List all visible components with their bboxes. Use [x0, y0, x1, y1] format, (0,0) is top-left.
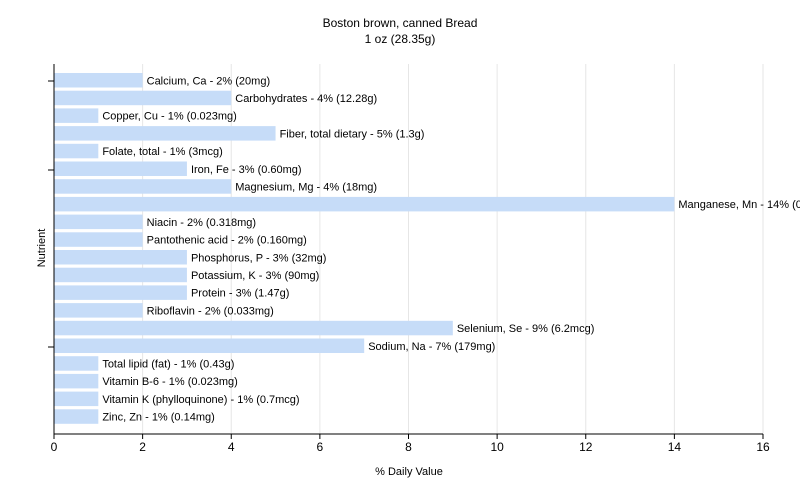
bar-label: Calcium, Ca - 2% (20mg) [147, 75, 270, 87]
bar-label: Manganese, Mn - 14% (0.289mg) [678, 199, 800, 211]
x-tick-label: 0 [51, 440, 58, 454]
bar [54, 373, 99, 389]
bar [54, 179, 232, 194]
bar [54, 196, 675, 212]
x-tick-label: 6 [317, 440, 324, 454]
x-tick-label: 8 [405, 440, 412, 454]
bar [54, 73, 143, 88]
bar [54, 356, 99, 371]
bar-label: Folate, total - 1% (3mcg) [102, 146, 222, 158]
x-tick-label: 12 [579, 440, 593, 454]
bar [54, 338, 365, 353]
bar [54, 391, 99, 407]
bar-label: Magnesium, Mg - 4% (18mg) [235, 181, 377, 193]
x-tick-label: 14 [668, 440, 682, 454]
bar-label: Total lipid (fat) - 1% (0.43g) [102, 358, 234, 370]
bar [54, 409, 99, 424]
bar-label: Copper, Cu - 1% (0.023mg) [102, 111, 237, 123]
bar [54, 214, 143, 230]
bar [54, 250, 187, 265]
grid-lines [142, 64, 764, 434]
bar [54, 90, 232, 106]
bar-label: Selenium, Se - 9% (6.2mcg) [457, 323, 595, 335]
bar-label: Potassium, K - 3% (90mg) [191, 270, 319, 282]
chart-title: Boston brown, canned Bread [322, 16, 478, 30]
bar [54, 126, 276, 141]
bar [54, 267, 187, 283]
y-axis-label: Nutrient [36, 228, 48, 268]
bar [54, 303, 143, 318]
bar-label: Riboflavin - 2% (0.033mg) [147, 305, 274, 317]
bar-label: Fiber, total dietary - 5% (1.3g) [280, 128, 425, 140]
bar [54, 320, 453, 336]
chart-subtitle: 1 oz (28.35g) [364, 32, 436, 46]
bar-label: Phosphorus, P - 3% (32mg) [191, 252, 327, 264]
bar [54, 232, 143, 247]
bar-label: Niacin - 2% (0.318mg) [147, 217, 256, 229]
x-axis-ticks: 0 2 4 6 8 10 12 14 16 [51, 434, 770, 454]
bar-labels: Calcium, Ca - 2% (20mg) Carbohydrates - 4… [102, 75, 800, 423]
bar [54, 285, 187, 300]
x-tick-label: 10 [490, 440, 504, 454]
x-axis-label: % Daily Value [375, 466, 443, 478]
x-tick-label: 16 [756, 440, 770, 454]
bar-label: Carbohydrates - 4% (12.28g) [235, 93, 377, 105]
bar-label: Protein - 3% (1.47g) [191, 288, 289, 300]
bar-label: Pantothenic acid - 2% (0.160mg) [147, 235, 307, 247]
bar [54, 143, 99, 159]
bars [54, 73, 675, 424]
x-tick-label: 4 [228, 440, 235, 454]
bar-label: Sodium, Na - 7% (179mg) [368, 341, 495, 353]
bar-label: Vitamin B-6 - 1% (0.023mg) [102, 376, 238, 388]
bar-label: Zinc, Zn - 1% (0.14mg) [102, 412, 214, 424]
bar-label: Iron, Fe - 3% (0.60mg) [191, 164, 302, 176]
bar [54, 108, 99, 123]
bar-label: Vitamin K (phylloquinone) - 1% (0.7mcg) [102, 394, 299, 406]
bar [54, 161, 187, 176]
x-tick-label: 2 [139, 440, 146, 454]
